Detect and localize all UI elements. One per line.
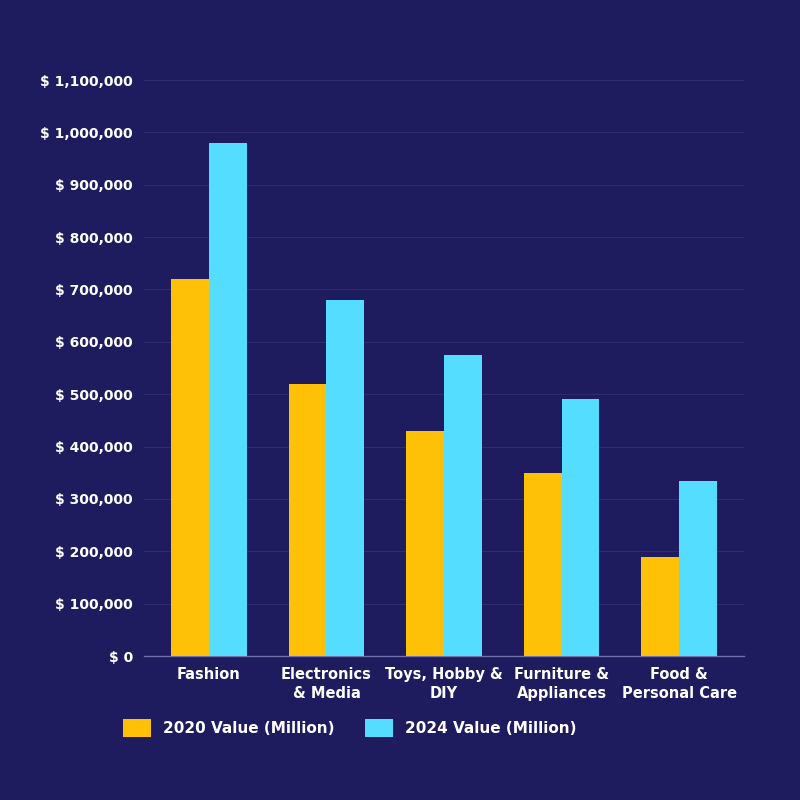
Bar <box>209 143 246 656</box>
Bar <box>326 300 364 656</box>
Bar <box>524 473 562 656</box>
Bar <box>171 279 209 656</box>
Bar <box>289 384 326 656</box>
Bar <box>642 557 679 656</box>
Bar <box>406 431 444 656</box>
Bar <box>444 355 482 656</box>
Bar <box>562 399 599 656</box>
Legend: 2020 Value (Million), 2024 Value (Million): 2020 Value (Million), 2024 Value (Millio… <box>116 711 584 745</box>
Bar <box>679 481 717 656</box>
